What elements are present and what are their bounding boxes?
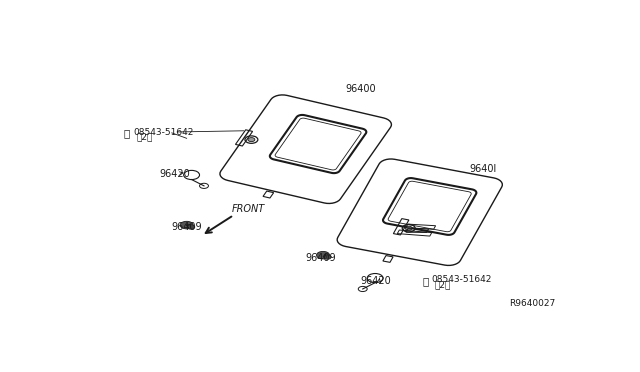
Circle shape	[248, 138, 255, 142]
Text: 96400: 96400	[346, 84, 376, 94]
Text: R9640027: R9640027	[509, 299, 556, 308]
Text: 96409: 96409	[306, 253, 336, 263]
Circle shape	[324, 255, 332, 259]
Text: 96409: 96409	[172, 222, 202, 231]
Text: 08543-51642: 08543-51642	[133, 128, 193, 137]
Text: 96420: 96420	[360, 276, 391, 286]
Text: 96420: 96420	[159, 169, 190, 179]
Text: Ⓢ: Ⓢ	[123, 128, 129, 138]
Text: （2）: （2）	[434, 280, 451, 289]
Circle shape	[180, 221, 193, 229]
Circle shape	[405, 226, 412, 230]
Text: FRONT: FRONT	[231, 204, 264, 214]
Text: Ⓢ: Ⓢ	[422, 276, 429, 286]
Text: 08543-51642: 08543-51642	[431, 275, 492, 284]
Text: （2）: （2）	[136, 132, 152, 141]
Circle shape	[187, 225, 195, 229]
Text: 9640l: 9640l	[469, 164, 497, 174]
Circle shape	[317, 251, 330, 259]
